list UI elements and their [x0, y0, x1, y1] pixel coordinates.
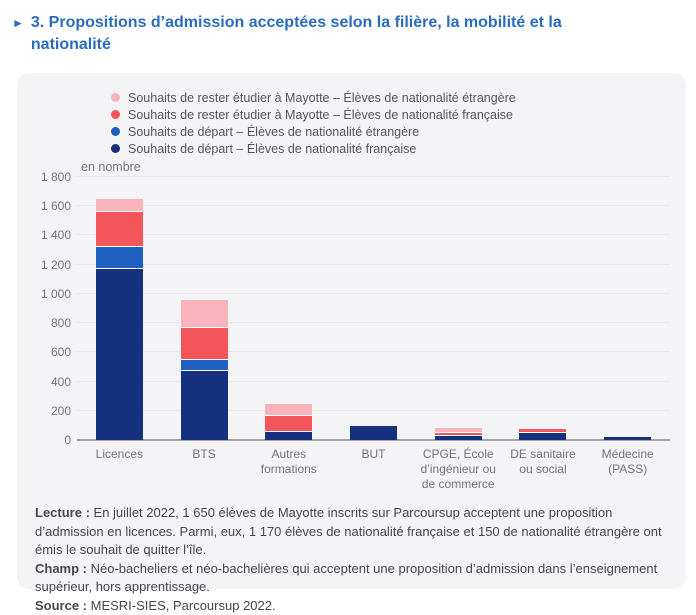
- bar-stack: [181, 300, 228, 440]
- bar-segment: [96, 212, 143, 247]
- legend-item: Souhaits de départ – Élèves de nationali…: [111, 123, 670, 140]
- legend-item: Souhaits de rester étudier à Mayotte – É…: [111, 89, 670, 106]
- note-text: MESRI-SIES, Parcoursup 2022.: [87, 598, 276, 613]
- chart-legend: Souhaits de rester étudier à Mayotte – É…: [111, 89, 670, 157]
- bar-cell: [416, 177, 501, 440]
- bar-cell: [246, 177, 331, 440]
- bar-stack: [435, 428, 482, 440]
- bar-cell: [331, 177, 416, 440]
- y-axis-tick-label: 1 400: [41, 228, 71, 242]
- note-label: Champ :: [35, 561, 87, 576]
- bar-segment: [265, 432, 312, 440]
- chart-panel: Souhaits de rester étudier à Mayotte – É…: [17, 73, 686, 589]
- legend-item: Souhaits de rester étudier à Mayotte – É…: [111, 106, 670, 123]
- bar-segment: [181, 328, 228, 360]
- bar-segment: [96, 269, 143, 440]
- bar-segment: [350, 426, 397, 440]
- bar-stack: [96, 199, 143, 440]
- figure-title: ► 3. Propositions d’admission acceptées …: [10, 12, 686, 56]
- bar-segment: [181, 300, 228, 328]
- bar-cell: [162, 177, 247, 440]
- legend-color-dot: [111, 93, 120, 102]
- bar-segment: [181, 371, 228, 440]
- plot-area: [77, 177, 670, 440]
- note-text: Néo-bacheliers et néo-bachelières qui ac…: [35, 561, 657, 595]
- y-axis-tick-label: 1 800: [41, 170, 71, 184]
- x-axis-category-label: Autres formations: [246, 447, 331, 492]
- legend-item-label: Souhaits de départ – Élèves de nationali…: [128, 125, 419, 139]
- legend-item: Souhaits de départ – Élèves de nationali…: [111, 140, 670, 157]
- x-axis-category-label: BTS: [162, 447, 247, 492]
- y-axis-unit-label: en nombre: [81, 160, 670, 175]
- y-axis-tick-label: 400: [51, 375, 71, 389]
- bar-segment: [519, 433, 566, 440]
- bar-stack: [519, 428, 566, 440]
- bar-segment: [181, 360, 228, 371]
- bar-segment: [265, 416, 312, 432]
- bar-segment: [604, 437, 651, 440]
- title-arrow-icon: ►: [12, 12, 24, 34]
- figure-title-text: 3. Propositions d’admission acceptées se…: [31, 12, 606, 56]
- bars-row: [77, 177, 670, 440]
- legend-color-dot: [111, 144, 120, 153]
- bar-segment: [96, 199, 143, 212]
- note-label: Lecture :: [35, 505, 90, 520]
- legend-item-label: Souhaits de rester étudier à Mayotte – É…: [128, 91, 516, 105]
- bar-segment: [435, 436, 482, 440]
- x-axis-category-label: BUT: [331, 447, 416, 492]
- note-line: Lecture : En juillet 2022, 1 650 élèves …: [35, 504, 668, 560]
- figure-notes: Lecture : En juillet 2022, 1 650 élèves …: [33, 504, 670, 615]
- bar-cell: [501, 177, 586, 440]
- legend-item-label: Souhaits de départ – Élèves de nationali…: [128, 142, 416, 156]
- note-text: En juillet 2022, 1 650 élèves de Mayotte…: [35, 505, 662, 557]
- bar-stack: [350, 426, 397, 440]
- legend-color-dot: [111, 110, 120, 119]
- y-axis-tick-label: 1 000: [41, 287, 71, 301]
- y-axis-tick-label: 1 600: [41, 199, 71, 213]
- y-axis-tick-label: 600: [51, 345, 71, 359]
- y-axis-tick-label: 1 200: [41, 258, 71, 272]
- legend-color-dot: [111, 127, 120, 136]
- y-axis-tick-label: 200: [51, 404, 71, 418]
- note-line: Source : MESRI-SIES, Parcoursup 2022.: [35, 597, 668, 615]
- bar-segment: [265, 404, 312, 416]
- bar-stack: [265, 404, 312, 440]
- figure-page: ► 3. Propositions d’admission acceptées …: [0, 0, 696, 589]
- x-axis-category-label: Licences: [77, 447, 162, 492]
- bar-cell: [77, 177, 162, 440]
- bar-segment: [96, 247, 143, 269]
- y-axis-tick-label: 0: [64, 433, 71, 447]
- note-label: Source :: [35, 598, 87, 613]
- legend-item-label: Souhaits de rester étudier à Mayotte – É…: [128, 108, 513, 122]
- bar-cell: [585, 177, 670, 440]
- x-axis-category-label: CPGE, École d’ingénieur ou de commerce: [416, 447, 501, 492]
- y-axis-tick-label: 800: [51, 316, 71, 330]
- x-axis-category-label: Médecine (PASS): [585, 447, 670, 492]
- bar-stack: [604, 437, 651, 440]
- x-axis-category-label: DE sanitaire ou social: [501, 447, 586, 492]
- note-line: Champ : Néo-bacheliers et néo-bachelière…: [35, 560, 668, 597]
